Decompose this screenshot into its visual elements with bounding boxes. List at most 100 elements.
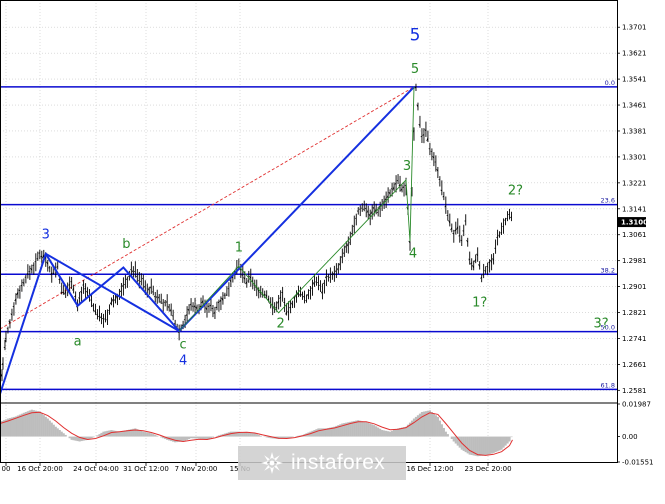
price-bar-tick bbox=[494, 247, 496, 249]
x-tick-label: 16 Oct 20:00 bbox=[17, 465, 63, 473]
price-bar-tick bbox=[362, 208, 365, 210]
wave-inner-line bbox=[178, 86, 415, 332]
price-bar-tick bbox=[277, 300, 279, 304]
price-bar-tick bbox=[460, 239, 462, 242]
price-bar-tick bbox=[78, 297, 80, 299]
price-bar-tick bbox=[167, 306, 170, 309]
price-bar-tick bbox=[191, 305, 194, 307]
price-bar-tick bbox=[207, 305, 210, 308]
price-bar-tick bbox=[92, 304, 94, 307]
price-bar-tick bbox=[356, 210, 359, 212]
price-bar-tick bbox=[151, 291, 154, 293]
fib-label: 23.6 bbox=[601, 197, 615, 205]
price-bar-tick bbox=[474, 259, 477, 262]
price-bar-tick bbox=[432, 156, 435, 159]
fib-label: 50.0 bbox=[601, 324, 615, 332]
price-bar-tick bbox=[295, 295, 297, 299]
price-bar-tick bbox=[440, 189, 443, 192]
price-bar-tick bbox=[414, 86, 417, 89]
price-bar-tick bbox=[470, 262, 472, 265]
price-bar-tick bbox=[265, 294, 268, 297]
price-bar-tick bbox=[418, 123, 421, 127]
wave-label: 3 bbox=[403, 159, 411, 174]
price-bar-tick bbox=[368, 213, 371, 218]
price-bar-tick bbox=[456, 226, 459, 230]
price-bar-tick bbox=[96, 313, 98, 316]
price-bar-tick bbox=[153, 295, 156, 298]
price-bar-tick bbox=[225, 294, 228, 296]
price-bar-tick bbox=[131, 269, 134, 273]
price-bar-tick bbox=[312, 282, 315, 286]
price-bar-tick bbox=[388, 191, 391, 195]
wave-label: 2? bbox=[508, 184, 523, 199]
price-bar-tick bbox=[468, 258, 470, 260]
y-tick-label: 1.3221 bbox=[622, 179, 647, 187]
price-bar-tick bbox=[12, 305, 15, 308]
wave-label: c bbox=[180, 338, 187, 353]
instaforex-logo-icon bbox=[260, 452, 283, 474]
price-bar-tick bbox=[56, 266, 58, 268]
price-bar-tick bbox=[396, 179, 399, 182]
price-bar-tick bbox=[22, 282, 25, 284]
price-bar-tick bbox=[372, 206, 375, 210]
wave-label: 1 bbox=[235, 240, 243, 255]
price-bar-tick bbox=[452, 232, 455, 235]
wave-impulse-line bbox=[0, 86, 415, 395]
plot-frame bbox=[0, 0, 618, 463]
wave-correction-line bbox=[44, 253, 180, 332]
price-bar-tick bbox=[510, 216, 512, 219]
price-bar-tick bbox=[64, 291, 67, 295]
price-bar-tick bbox=[386, 195, 389, 198]
oscillator-panel bbox=[0, 409, 513, 457]
price-bar-tick bbox=[490, 259, 492, 263]
price-bar-tick bbox=[291, 302, 293, 306]
price-bar-tick bbox=[181, 324, 184, 326]
price-bar-tick bbox=[187, 308, 190, 312]
price-bar-tick bbox=[199, 305, 202, 308]
price-bar-tick bbox=[478, 264, 480, 267]
price-bar-tick bbox=[80, 291, 82, 294]
price-bar-tick bbox=[113, 299, 116, 302]
price-bar-tick bbox=[326, 275, 329, 278]
price-bar-tick bbox=[344, 245, 347, 248]
price-bar-tick bbox=[466, 240, 469, 243]
price-bar-tick bbox=[273, 307, 275, 310]
price-bar-tick bbox=[358, 208, 361, 210]
price-bar-tick bbox=[193, 304, 196, 308]
price-bar-tick bbox=[364, 207, 367, 210]
price-bar-tick bbox=[185, 313, 188, 316]
price-bar-tick bbox=[306, 294, 309, 297]
price-bar-tick bbox=[111, 299, 114, 303]
price-bar-tick bbox=[342, 252, 345, 255]
wave-label: 3 bbox=[42, 227, 50, 242]
wave-label: 4 bbox=[409, 247, 417, 262]
y-tick-label: 1.2981 bbox=[622, 257, 647, 265]
price-bar-tick bbox=[159, 301, 162, 303]
price-bar-tick bbox=[209, 304, 212, 307]
price-bar-tick bbox=[301, 293, 303, 296]
price-bar-tick bbox=[155, 296, 158, 299]
fib-label: 0.0 bbox=[605, 79, 615, 87]
price-bar-tick bbox=[205, 307, 208, 311]
y-tick-label: 1.2821 bbox=[622, 309, 647, 317]
price-bar-tick bbox=[14, 298, 17, 302]
y-tick-label: 1.2901 bbox=[622, 283, 647, 291]
price-bar-tick bbox=[135, 275, 138, 278]
price-bar-tick bbox=[219, 299, 222, 302]
price-bar-tick bbox=[243, 277, 246, 280]
grid bbox=[0, 0, 617, 462]
price-bar-tick bbox=[329, 276, 331, 278]
price-bar-tick bbox=[46, 261, 49, 265]
price-bar-tick bbox=[98, 315, 100, 318]
price-bar-tick bbox=[147, 287, 150, 291]
price-bar-tick bbox=[213, 311, 216, 314]
price-bar-tick bbox=[169, 308, 172, 312]
price-bar-tick bbox=[398, 183, 401, 187]
y-tick-label: 1.3061 bbox=[622, 231, 647, 239]
price-bar-tick bbox=[322, 282, 325, 285]
y-tick-label: 1.2661 bbox=[622, 361, 647, 369]
price-bar-tick bbox=[62, 291, 64, 294]
price-bar-tick bbox=[281, 291, 283, 294]
price-bar-tick bbox=[16, 291, 19, 296]
